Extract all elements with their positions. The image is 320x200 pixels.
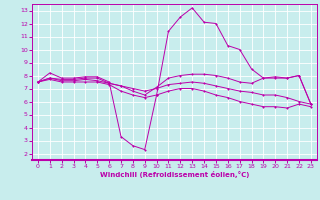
- X-axis label: Windchill (Refroidissement éolien,°C): Windchill (Refroidissement éolien,°C): [100, 171, 249, 178]
